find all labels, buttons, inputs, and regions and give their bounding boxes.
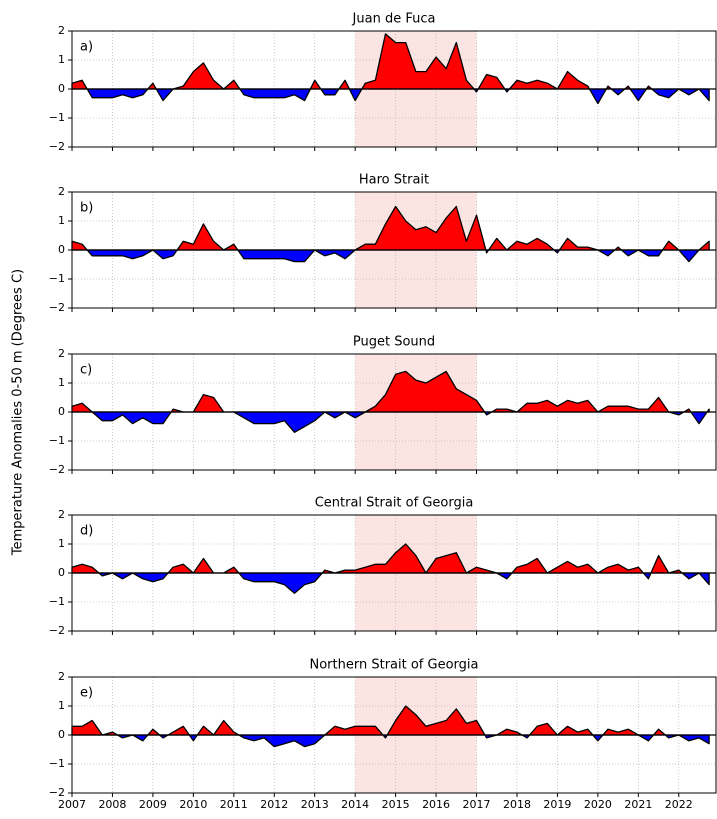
x-tick-label: 2016 [422,798,450,811]
x-tick-label: 2007 [58,798,86,811]
anomaly-area [71,33,710,105]
y-tick-label: −2 [49,301,65,314]
anomaly-area [71,705,710,748]
y-tick-label: 1 [58,214,65,227]
panel-title: Puget Sound [353,335,435,350]
panel-label: c) [80,363,92,378]
panel-label: d) [80,524,93,539]
y-tick-label: 2 [58,185,65,198]
x-tick-label: 2009 [139,798,167,811]
y-tick-label: −2 [49,140,65,153]
y-tick-label: 0 [58,82,65,95]
y-tick-label: 1 [58,537,65,550]
x-tick-label: 2011 [220,798,248,811]
anomaly-area [71,543,710,594]
axes-frame [71,30,717,148]
axes-frame [71,514,717,632]
anomaly-area [71,205,710,263]
x-tick-label: 2017 [463,798,491,811]
axes-frame [71,191,717,309]
x-tick-label: 2013 [301,798,329,811]
y-tick-label: 1 [58,376,65,389]
y-tick-label: 0 [58,405,65,418]
panel-title: Central Strait of Georgia [315,496,474,511]
panel-label: b) [80,201,93,216]
y-tick-label: 0 [58,728,65,741]
y-tick-label: −1 [49,272,65,285]
y-axis-label: Temperature Anomalies 0-50 m (Degrees C) [11,269,26,556]
x-tick-label: 2008 [98,798,126,811]
axes-frame [71,353,717,471]
y-tick-label: 2 [58,670,65,683]
y-tick-label: −2 [49,463,65,476]
axes-frame [71,676,717,794]
panel-title: Northern Strait of Georgia [310,658,479,673]
x-tick-label: 2012 [260,798,288,811]
panel-title: Haro Strait [359,173,429,188]
y-tick-label: 2 [58,508,65,521]
panel-label: e) [80,686,93,701]
y-tick-label: 1 [58,699,65,712]
panel-label: a) [80,40,93,55]
x-tick-label: 2019 [543,798,571,811]
y-tick-label: −1 [49,757,65,770]
x-tick-label: 2010 [179,798,207,811]
y-tick-label: −1 [49,434,65,447]
y-tick-label: 1 [58,53,65,66]
x-tick-label: 2015 [382,798,410,811]
panel-title: Juan de Fuca [352,12,436,27]
x-tick-label: 2021 [624,798,652,811]
x-tick-label: 2014 [341,798,369,811]
x-tick-label: 2020 [584,798,612,811]
x-tick-label: 2022 [665,798,693,811]
y-tick-label: 2 [58,24,65,37]
y-tick-label: 0 [58,566,65,579]
y-tick-label: 2 [58,347,65,360]
y-tick-label: −2 [49,624,65,637]
y-tick-label: −1 [49,595,65,608]
x-tick-label: 2018 [503,798,531,811]
y-tick-label: 0 [58,243,65,256]
y-tick-label: −2 [49,786,65,799]
y-tick-label: −1 [49,111,65,124]
